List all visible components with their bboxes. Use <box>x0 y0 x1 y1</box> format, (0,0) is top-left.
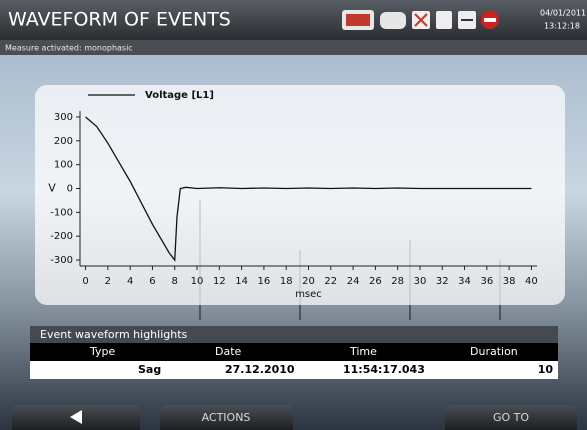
screen: WAVEFORM OF EVENTS 04/01/2011 13:12:18 M… <box>0 0 587 430</box>
x-tick-label: 12 <box>213 276 226 287</box>
x-tick-label: 2 <box>105 276 111 287</box>
legend-label: Voltage [L1] <box>145 90 214 101</box>
y-tick-label: -100 <box>50 207 73 218</box>
y-tick-label: 300 <box>54 112 73 123</box>
y-tick-label: 200 <box>54 136 73 147</box>
y-tick-label: -200 <box>50 231 73 242</box>
x-tick-label: 8 <box>172 276 178 287</box>
table-header: Time <box>349 345 377 358</box>
x-tick-label: 24 <box>347 276 360 287</box>
table-cell: Sag <box>138 363 161 376</box>
y-tick-label: 0 <box>67 184 73 195</box>
y-axis-label: V <box>48 182 56 195</box>
x-tick-label: 26 <box>369 276 382 287</box>
x-tick-label: 38 <box>503 276 516 287</box>
x-tick-label: 6 <box>149 276 155 287</box>
back-button[interactable] <box>12 405 140 430</box>
table-header: Date <box>215 345 242 358</box>
table-cell: 11:54:17.043 <box>343 363 425 376</box>
x-tick-label: 28 <box>391 276 404 287</box>
table-cell: 10 <box>538 363 554 376</box>
table-header: Type <box>89 345 115 358</box>
x-tick-label: 22 <box>324 276 337 287</box>
x-tick-label: 34 <box>458 276 471 287</box>
y-tick-label: -300 <box>50 255 73 266</box>
button-label: GO TO <box>493 411 529 424</box>
header-date: 04/01/2011 <box>540 9 586 18</box>
x-tick-label: 40 <box>525 276 538 287</box>
button-label: ACTIONS <box>202 411 251 424</box>
x-axis-label: msec <box>295 289 322 300</box>
x-tick-label: 20 <box>302 276 315 287</box>
chart-panel <box>35 85 565 305</box>
x-tick-label: 32 <box>436 276 449 287</box>
x-tick-label: 16 <box>258 276 271 287</box>
x-tick-label: 18 <box>280 276 293 287</box>
x-tick-label: 10 <box>191 276 204 287</box>
table-cell: 27.12.2010 <box>225 363 295 376</box>
table-header: Duration <box>470 345 518 358</box>
y-tick-label: 100 <box>54 160 73 171</box>
x-tick-label: 30 <box>414 276 427 287</box>
x-tick-label: 0 <box>82 276 88 287</box>
status-text: Measure activated: monophasic <box>5 44 133 53</box>
x-tick-label: 4 <box>127 276 133 287</box>
x-tick-label: 36 <box>480 276 493 287</box>
x-tick-label: 14 <box>235 276 248 287</box>
status-icons <box>342 10 499 30</box>
header-title: WAVEFORM OF EVENTS <box>8 9 231 31</box>
table-title: Event waveform highlights <box>40 328 188 341</box>
header-time: 13:12:18 <box>544 22 580 31</box>
